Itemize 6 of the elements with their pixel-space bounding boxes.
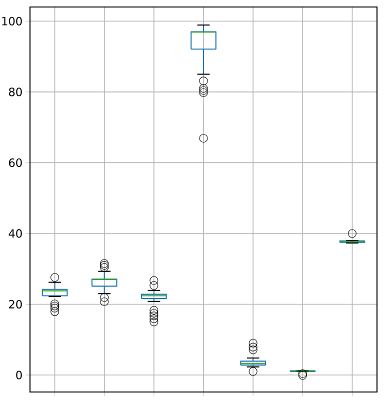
y-tick-label: 20	[9, 300, 22, 309]
y-tick-label: 40	[8, 229, 22, 238]
y-tick-label: 60	[8, 158, 22, 167]
y-tick-label: 100	[2, 16, 22, 26]
y-tick-label: 0	[16, 370, 22, 380]
y-tick-label: 80	[8, 88, 22, 96]
